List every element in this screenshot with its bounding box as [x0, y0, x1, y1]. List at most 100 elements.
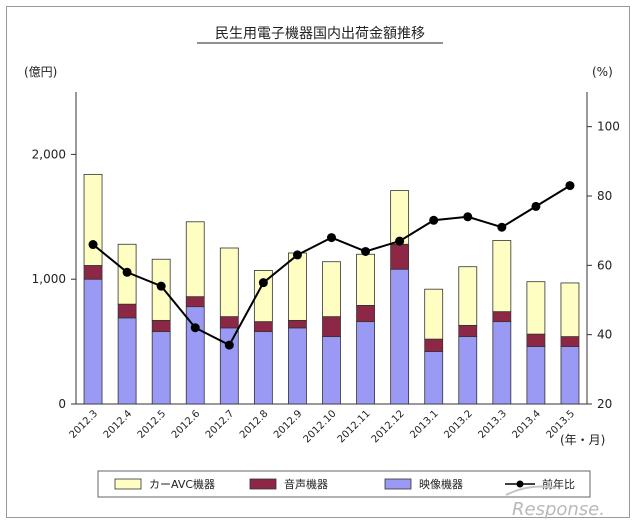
bar-segment-series-2: [83, 173, 103, 266]
bar-group: [83, 173, 580, 405]
x-tick-label: 2012.6: [170, 408, 203, 441]
bar-segment-series-2: [322, 261, 341, 318]
yoy-point: [258, 278, 268, 288]
yoy-point: [361, 246, 371, 256]
line-group: [88, 181, 575, 350]
bar-segment-series-2: [458, 266, 478, 326]
yoy-point: [224, 340, 234, 350]
bar-segment-series-1: [151, 319, 171, 333]
bar-segment-series-1: [356, 305, 375, 323]
bar-segment-series-0: [253, 331, 273, 405]
x-tick-label: 2012.3: [68, 408, 101, 441]
bar-segment-series-0: [356, 321, 375, 405]
chart-title: 民生用電子機器国内出荷金額推移: [215, 26, 425, 42]
watermark-swoosh: [505, 485, 557, 496]
bar-segment-series-2: [219, 247, 239, 318]
bar-segment-series-1: [83, 265, 103, 280]
bar-segment-series-1: [560, 336, 580, 347]
bar-segment-series-1: [253, 321, 273, 333]
watermark: Response.: [505, 485, 605, 520]
bar-segment-series-0: [458, 336, 478, 405]
legend-swatch-series-2: [114, 478, 142, 490]
left-tick-label: 2,000: [32, 147, 66, 161]
yoy-point: [190, 323, 200, 333]
right-tick-label: 80: [597, 189, 612, 203]
right-tick-label: 60: [597, 258, 612, 272]
yoy-point: [88, 240, 98, 250]
right-tick-label: 100: [597, 120, 620, 134]
bar-segment-series-1: [117, 303, 137, 319]
x-tick-label: 2012.5: [136, 408, 169, 441]
left-axis-unit: (億円): [24, 65, 57, 79]
bar-segment-series-1: [219, 316, 239, 329]
bar-segment-series-0: [322, 336, 341, 405]
watermark-text: Response.: [512, 499, 605, 520]
legend-label: カーAVC機器: [149, 477, 215, 491]
bar-segment-series-0: [219, 327, 239, 405]
bar-segment-series-1: [390, 243, 410, 270]
bar-segment-series-1: [185, 296, 205, 308]
yoy-point: [395, 236, 405, 246]
legend-box: [97, 470, 591, 498]
x-tick-label: 2012.11: [336, 408, 373, 445]
right-axis-unit: (%): [592, 65, 613, 79]
legend-swatch-series-1: [249, 478, 277, 490]
bar-segment-series-1: [492, 311, 512, 323]
bar-segment-series-0: [492, 321, 512, 405]
bar-segment-series-0: [560, 346, 580, 405]
right-tick-label: 20: [597, 397, 612, 411]
yoy-point: [429, 215, 439, 225]
bar-segment-series-1: [322, 316, 341, 338]
x-tick-label: 2013.2: [442, 408, 475, 441]
yoy-point: [463, 212, 473, 222]
bar-segment-series-1: [424, 338, 444, 352]
yoy-point: [292, 250, 302, 260]
x-tick-label: 2012.9: [272, 408, 305, 441]
bar-segment-series-0: [424, 351, 444, 405]
bar-segment-series-1: [458, 324, 478, 338]
legend-label: 前年比: [542, 477, 575, 491]
bar-segment-series-1: [288, 319, 307, 329]
x-axis-unit: (年・月): [560, 433, 605, 447]
left-tick-label: 0: [58, 397, 66, 411]
left-axis-ticks: 0 1,000 2,000: [32, 147, 76, 411]
bar-segment-series-0: [151, 331, 171, 405]
bar-segment-series-2: [526, 281, 546, 335]
x-tick-label: 2012.8: [238, 408, 271, 441]
x-tick-label: 2012.10: [302, 408, 339, 445]
x-tick-label: 2012.7: [204, 408, 237, 441]
bar-segment-series-2: [424, 288, 444, 340]
bar-segment-series-0: [288, 327, 307, 405]
x-tick-label: 2013.1: [408, 408, 441, 441]
x-tick-label: 2012.4: [102, 408, 135, 441]
bar-segment-series-0: [526, 346, 546, 405]
legend-label: 音声機器: [284, 477, 328, 491]
legend-label: 映像機器: [419, 477, 463, 491]
bar-segment-series-2: [253, 270, 273, 323]
yoy-point: [122, 267, 132, 277]
bar-segment-series-2: [288, 252, 307, 321]
bar-segment-series-2: [492, 240, 512, 313]
yoy-point: [156, 281, 166, 291]
bar-segment-series-2: [356, 253, 375, 306]
legend-swatch-series-0: [384, 478, 412, 490]
yoy-point: [531, 201, 541, 211]
bar-segment-series-2: [185, 221, 205, 298]
x-tick-label: 2012.12: [370, 408, 407, 445]
left-tick-label: 1,000: [32, 272, 66, 286]
bar-segment-series-0: [83, 278, 103, 405]
chart-frame: [6, 6, 630, 518]
bar-segment-series-0: [117, 317, 137, 405]
yoy-point: [497, 222, 507, 232]
x-tick-label: 2013.3: [476, 408, 509, 441]
x-tick-label: 2013.4: [510, 408, 543, 441]
right-tick-label: 40: [597, 328, 612, 342]
yoy-point: [565, 181, 575, 191]
yoy-point: [327, 233, 336, 243]
right-axis-ticks: 20 40 60 80 100: [587, 120, 620, 411]
bar-segment-series-2: [560, 282, 580, 338]
bar-segment-series-1: [526, 333, 546, 347]
x-axis-ticks: 2012.3 2012.4 2012.5 2012.6 2012.7 2012.8 2012…: [68, 408, 577, 445]
legend-line-marker: [516, 480, 524, 488]
